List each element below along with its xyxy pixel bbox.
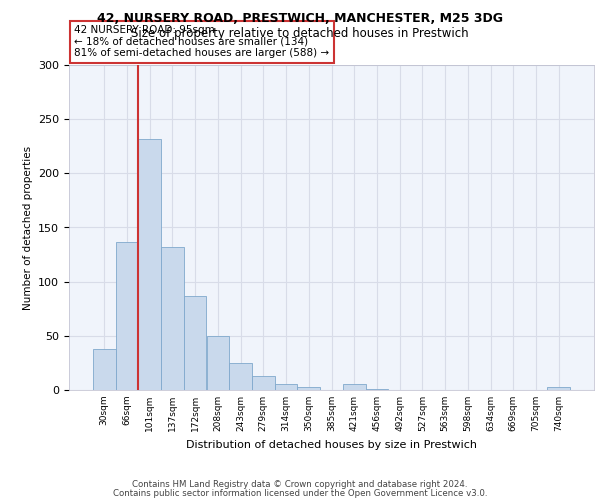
Text: Size of property relative to detached houses in Prestwich: Size of property relative to detached ho… — [131, 28, 469, 40]
Bar — [365, 389, 388, 390]
Text: 42, NURSERY ROAD, PRESTWICH, MANCHESTER, M25 3DG: 42, NURSERY ROAD, PRESTWICH, MANCHESTER,… — [97, 12, 503, 26]
X-axis label: Distribution of detached houses by size in Prestwich: Distribution of detached houses by size … — [186, 440, 477, 450]
Bar — [275, 384, 298, 390]
Bar — [206, 336, 229, 390]
Text: Contains public sector information licensed under the Open Government Licence v3: Contains public sector information licen… — [113, 489, 487, 498]
Bar — [229, 363, 252, 390]
Bar — [93, 349, 116, 390]
Bar — [547, 387, 570, 390]
Bar — [343, 384, 365, 390]
Bar — [298, 387, 320, 390]
Bar — [161, 247, 184, 390]
Y-axis label: Number of detached properties: Number of detached properties — [23, 146, 32, 310]
Bar — [252, 376, 275, 390]
Bar — [184, 296, 206, 390]
Bar — [116, 242, 139, 390]
Text: 42 NURSERY ROAD: 95sqm
← 18% of detached houses are smaller (134)
81% of semi-de: 42 NURSERY ROAD: 95sqm ← 18% of detached… — [74, 26, 329, 58]
Text: Contains HM Land Registry data © Crown copyright and database right 2024.: Contains HM Land Registry data © Crown c… — [132, 480, 468, 489]
Bar — [139, 138, 161, 390]
